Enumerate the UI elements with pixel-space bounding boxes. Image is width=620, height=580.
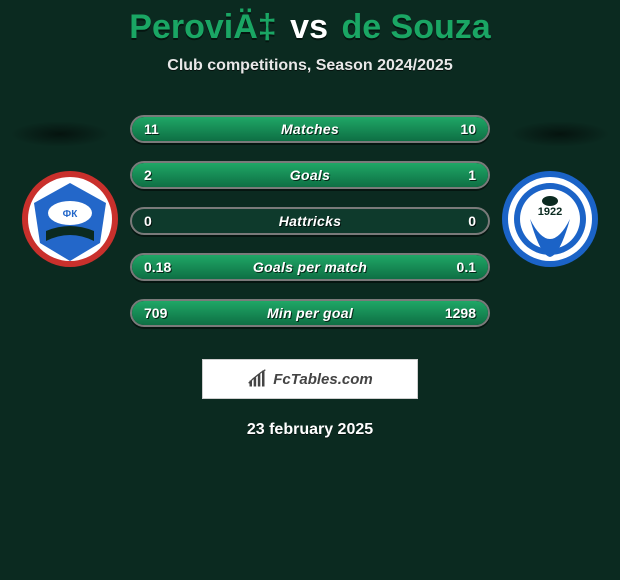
date-text: 23 february 2025 xyxy=(0,421,620,439)
stat-label: Min per goal xyxy=(204,305,416,321)
player-shadow-right xyxy=(510,121,610,147)
team-right-crest: 1922 xyxy=(500,169,600,269)
stat-value-left: 0 xyxy=(132,213,204,229)
stat-value-right: 1298 xyxy=(416,305,488,321)
brand-badge[interactable]: FcTables.com xyxy=(202,359,418,399)
crest-right-icon: 1922 xyxy=(500,169,600,269)
stat-label: Matches xyxy=(204,121,416,137)
stat-value-right: 0.1 xyxy=(416,259,488,275)
stat-value-left: 11 xyxy=(132,121,204,137)
stat-value-right: 0 xyxy=(416,213,488,229)
subtitle: Club competitions, Season 2024/2025 xyxy=(0,57,620,75)
svg-text:1922: 1922 xyxy=(538,206,562,218)
player-shadow-left xyxy=(10,121,110,147)
chart-icon xyxy=(247,369,267,389)
stat-value-left: 2 xyxy=(132,167,204,183)
stat-value-right: 10 xyxy=(416,121,488,137)
stat-bar: 11Matches10 xyxy=(130,115,490,143)
comparison-stage: ФК 1922 11Matches102Goals10Hattricks00.1… xyxy=(0,93,620,453)
stat-label: Goals xyxy=(204,167,416,183)
stat-label: Hattricks xyxy=(204,213,416,229)
vs-text: vs xyxy=(290,8,328,46)
stat-bar: 709Min per goal1298 xyxy=(130,299,490,327)
stat-bar: 0Hattricks0 xyxy=(130,207,490,235)
stat-value-right: 1 xyxy=(416,167,488,183)
stat-bar: 2Goals1 xyxy=(130,161,490,189)
stat-label: Goals per match xyxy=(204,259,416,275)
stat-bar: 0.18Goals per match0.1 xyxy=(130,253,490,281)
brand-name: FcTables.com xyxy=(273,371,372,388)
page-title: PeroviÄ‡ vs de Souza xyxy=(0,0,620,47)
stat-value-left: 709 xyxy=(132,305,204,321)
stat-value-left: 0.18 xyxy=(132,259,204,275)
crest-left-icon: ФК xyxy=(20,169,120,269)
svg-text:ФК: ФК xyxy=(63,209,79,220)
player1-name: PeroviÄ‡ xyxy=(129,8,276,46)
team-left-crest: ФК xyxy=(20,169,120,269)
player2-name: de Souza xyxy=(341,8,490,46)
stat-bars: 11Matches102Goals10Hattricks00.18Goals p… xyxy=(130,115,490,327)
